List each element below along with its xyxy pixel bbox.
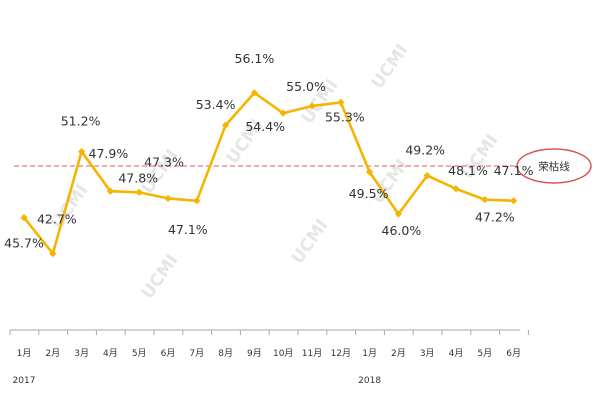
data-point [279,109,287,117]
data-point [366,168,374,176]
data-point [250,89,258,97]
x-tick-label: 2月 [45,348,60,359]
x-tick-label: 8月 [218,348,233,359]
reference-line-group: 荣枯线 [14,148,592,184]
data-point [222,121,230,129]
data-label: 45.7% [4,236,44,251]
x-axis: 1月 2月 3月 4月 5月 6月 7月 8月 9月 10月 11月 12月 1月 2月 3月 4月 5月 6月 2… [9,329,529,386]
x-tick-label: 12月 [331,348,351,359]
data-label: 47.8% [118,170,158,185]
data-label: 48.1% [448,163,488,178]
data-label: 46.0% [382,223,422,238]
x-tick-label: 1月 [17,348,32,359]
watermark-text: UCMI [138,251,183,303]
data-point [481,196,489,204]
x-tick-label: 3月 [74,348,89,359]
x-tick-label: 2月 [391,348,406,359]
x-tick-label: 10月 [273,348,293,359]
x-tick-label: 1月 [362,348,377,359]
data-point [423,172,431,180]
data-point [106,187,114,195]
data-point [49,250,57,258]
data-point [193,197,201,205]
x-tick-label: 6月 [161,348,176,359]
x-tick-label: 3月 [420,348,435,359]
data-label: 49.5% [349,186,389,201]
x-tick-label: 4月 [449,348,464,359]
watermark-text: UCMI [288,216,333,268]
x-tick-label: 11月 [302,348,322,359]
data-point [510,197,518,205]
data-label: 42.7% [37,212,77,227]
x-tick-label: 5月 [132,348,147,359]
data-label: 54.4% [245,119,285,134]
series-line [22,91,514,255]
data-label: 47.2% [475,210,515,225]
data-point [78,148,86,156]
x-tick-label: 6月 [506,348,521,359]
data-label: 47.9% [89,146,129,161]
x-tick-label: 9月 [247,348,262,359]
data-label: 53.4% [196,97,236,112]
data-label: 47.1% [168,222,208,237]
data-label: 51.2% [61,114,101,129]
data-point [135,188,143,196]
x-tick-label: 4月 [103,348,118,359]
year-label: 2018 [358,376,381,386]
data-label-group: 45.7% 42.7% 51.2% 47.9% 47.8%47.3% 47.1% 53.4%… [4,51,533,251]
data-label: 55.3% [325,109,365,124]
reference-label-circle [516,148,592,184]
x-tick-label: 7月 [189,348,204,359]
data-point [164,194,172,202]
data-label: 47.1% [494,163,534,178]
data-label: 47.3% [144,154,184,169]
x-tick-label: 5月 [477,348,492,359]
data-point [452,185,460,193]
data-label: 49.2% [405,143,445,158]
series-group [20,89,518,258]
data-point [20,214,28,222]
data-point [337,98,345,106]
data-label: 56.1% [235,51,275,66]
data-point [308,102,316,110]
watermark-text: UCMI [368,41,413,93]
data-label: 55.0% [286,79,326,94]
year-label: 2017 [13,376,36,386]
data-point [394,210,402,218]
reference-label: 荣枯线 [538,160,570,173]
